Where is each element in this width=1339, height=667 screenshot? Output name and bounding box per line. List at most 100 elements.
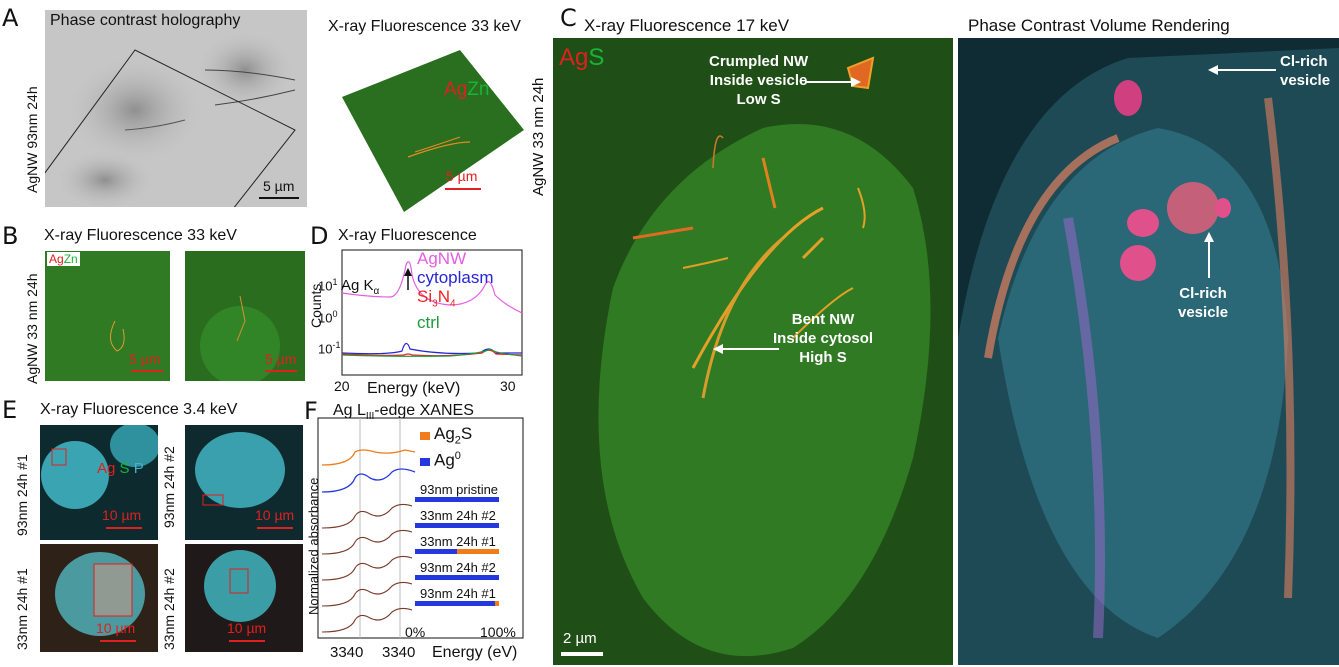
xrf-spectrum-chart [341, 249, 523, 376]
ref-ag0-curve [321, 468, 416, 493]
g-arrow-2 [1204, 232, 1214, 278]
xanes-fraction-ag2s [457, 549, 499, 554]
panel-f-letter: F [304, 397, 318, 425]
b-legend: AgZn [47, 252, 80, 266]
xrf-e-image-1: Ag S P 10 µm [40, 425, 158, 540]
xrf-17kev-image: AgS Crumpled NW Inside vesicle Low S Ben… [553, 38, 953, 665]
xrf-b-image-2: 5 µm [185, 251, 305, 381]
c-note1-line3: Low S [736, 91, 781, 108]
e-scale-label-1: 10 µm [102, 507, 142, 523]
panel-c-letter: C [560, 4, 577, 32]
x-tick-label: 20 [334, 378, 350, 394]
c-note2-line2: Inside cytosol [773, 330, 874, 347]
e-label-2: 93nm 24h #2 [161, 446, 177, 528]
y-tick-label: 101 [318, 277, 338, 294]
panel-d-title: X-ray Fluorescence [338, 227, 477, 244]
c-note-bent: Bent NW Inside cytosol High S [773, 310, 873, 367]
y-tick-label: 10-1 [318, 340, 341, 357]
c-arrow-1 [805, 77, 861, 87]
c-note1-line1: Crumpled NW [709, 53, 809, 70]
chart-annotation: Ag Kα [341, 277, 379, 297]
inset-scale-bar [445, 188, 481, 190]
c-note1-line2: Inside vesicle [709, 72, 808, 89]
sample-curve-4 [321, 581, 413, 607]
e-scale-bar-3 [100, 640, 136, 642]
legend-ag2s-swatch [420, 432, 430, 440]
xrf-b-image-1: AgZn 5 µm [45, 251, 170, 381]
b-scale-bar-2 [265, 370, 297, 372]
xanes-fraction-ag0 [415, 601, 495, 606]
g-note2-line2: vesicle [1178, 304, 1229, 321]
xanes-fraction-ag2s [495, 601, 499, 606]
sample-curve-1 [321, 503, 413, 529]
y-tick-label: 100 [318, 309, 338, 326]
x-tick-label: 30 [500, 378, 516, 394]
xanes-fraction-ag0 [415, 523, 499, 528]
chart-legend: AgNW cytoplasm Si3N4 ctrl [417, 249, 494, 332]
holography-scale-label: 5 µm [263, 178, 295, 194]
panel-c-title: X-ray Fluorescence 17 keV [584, 16, 790, 35]
holography-scale-bar [259, 197, 299, 199]
g-note-1: Cl-rich vesicle [1280, 52, 1330, 90]
xanes-fraction-ag0 [415, 497, 499, 502]
f-pct-left: 0% [405, 624, 426, 640]
g-note-2: Cl-rich vesicle [1178, 284, 1228, 322]
inset-legend-ag: Ag [444, 79, 468, 100]
e-legend-s: S [119, 460, 130, 477]
xanes-sample-label: 93nm 24h #1 [420, 586, 496, 601]
chart-xlabel: Energy (keV) [367, 380, 461, 397]
legend-ag0: Ag0 [434, 450, 461, 470]
xanes-fraction-ag0 [415, 549, 457, 554]
holography-image: Phase contrast holography 5 µm [45, 10, 307, 207]
b-scale-label-2: 5 µm [265, 351, 297, 367]
f-title-rest: -edge XANES [374, 402, 474, 419]
legend-cytoplasm: cytoplasm [417, 268, 494, 287]
panel-g-title: Phase Contrast Volume Rendering [968, 16, 1230, 35]
xrf-e-image-2: 10 µm [185, 425, 303, 540]
f-xtick-2: 3340 [382, 644, 416, 661]
series-agnw [341, 261, 523, 314]
e-scale-label-3: 10 µm [96, 620, 136, 636]
c-legend-s: S [588, 44, 605, 71]
panel-a-letter: A [2, 4, 19, 32]
inset-legend-zn: Zn [467, 79, 490, 100]
inset-scale-label: 5 µm [446, 168, 478, 184]
f-title-main: Ag L [333, 402, 366, 419]
series-ctrl [341, 348, 523, 357]
c-note2-line3: High S [799, 349, 847, 366]
panel-b-side-label: AgNW 33 nm 24h [24, 273, 40, 385]
panel-a-inset-title: X-ray Fluorescence 33 keV [328, 18, 521, 35]
xanes-sample-label: 33nm 24h #2 [420, 508, 496, 523]
panel-c-side-label: AgNW 33 nm 24h [530, 77, 547, 196]
b-scale-bar-1 [131, 370, 163, 372]
xanes-chart [317, 417, 524, 639]
e-scale-bar-4 [229, 640, 265, 642]
panel-a-side-label: AgNW 93nm 24h [24, 86, 40, 193]
xrf-33kev-inset: AgZn 5 µm [320, 42, 526, 214]
e-scale-label-4: 10 µm [227, 620, 267, 636]
sample-curve-3 [321, 555, 413, 581]
e-legend: Ag S P [97, 460, 144, 477]
c-scale-bar [561, 652, 603, 656]
holography-texture [45, 10, 307, 207]
legend-ctrl: ctrl [417, 313, 440, 333]
g-note2-line1: Cl-rich [1179, 285, 1227, 302]
sample-curve-2 [321, 529, 413, 555]
xanes-sample-label: 93nm pristine [420, 482, 499, 497]
ref-ag2s-curve [321, 449, 416, 466]
g-note1-line1: Cl-rich [1280, 53, 1328, 70]
e-label-1: 93nm 24h #1 [14, 454, 30, 536]
panel-d-letter: D [310, 222, 329, 250]
legend-agnw: AgNW [417, 249, 467, 268]
f-xlabel: Energy (eV) [432, 644, 518, 661]
legend-ag2s: Ag2S [434, 424, 473, 447]
f-ylabel: Normalized absorbance [306, 477, 321, 615]
e-label-4: 33nm 24h #2 [161, 568, 177, 650]
volume-rendering-image: Cl-rich vesicle Cl-rich vesicle [958, 38, 1339, 665]
b-scale-label-1: 5 µm [129, 351, 161, 367]
c-arrow-2 [713, 344, 779, 354]
panel-e-title: X-ray Fluorescence 3.4 keV [40, 401, 238, 418]
chart-annotation-text: Ag K [341, 277, 374, 294]
g-arrow-1 [1208, 65, 1276, 75]
panel-b-title: X-ray Fluorescence 33 keV [44, 227, 237, 244]
